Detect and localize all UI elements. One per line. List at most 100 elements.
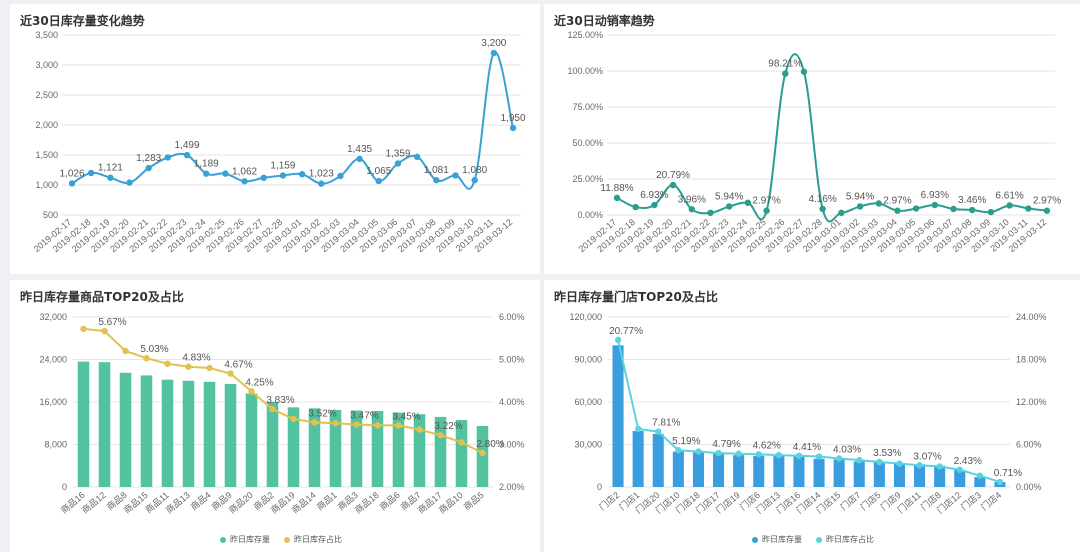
top-stores-legend: 昨日库存量 昨日库存占比 <box>752 534 874 545</box>
data-point <box>164 154 172 161</box>
ratio-line <box>83 327 483 454</box>
x-tick-label: 门店3 <box>958 489 983 512</box>
data-label: 1,499 <box>175 140 200 151</box>
data-point <box>912 205 920 212</box>
y-tick-label: 25.00% <box>572 174 603 184</box>
data-label: 3.07% <box>913 451 941 462</box>
data-label: 5.03% <box>140 344 168 355</box>
legend-item-bars[interactable]: 昨日库存量 <box>220 534 270 545</box>
data-point <box>1006 202 1013 209</box>
data-label: 2.97% <box>883 196 911 207</box>
bar <box>455 420 468 487</box>
legend-swatch <box>284 536 290 543</box>
ratio-point <box>143 355 150 362</box>
ratio-point <box>956 466 963 473</box>
data-label: 2.80% <box>476 439 504 450</box>
bar <box>350 410 363 487</box>
sell-rate-title: 近30日动销率趋势 <box>554 14 655 28</box>
data-point <box>969 206 976 214</box>
y-tick-label: 75.00% <box>572 102 603 112</box>
top-stores-chart: 0 30,000 60,000 90,000 120,000 0.00% 6.00% 12.0… <box>569 312 1046 516</box>
x-tick-label: 门店5 <box>858 489 883 512</box>
legend-item-bars[interactable]: 昨日库存量 <box>752 534 802 545</box>
data-point <box>126 179 133 186</box>
bar <box>371 411 384 487</box>
data-label: 4.03% <box>833 444 861 455</box>
y-tick-label: 3,000 <box>35 60 58 70</box>
y-tick-label: 50.00% <box>572 138 603 148</box>
sell-rate-chart: 0.00%25.00%50.00%75.00%100.00%125.00%201… <box>567 30 1061 254</box>
ratio-point <box>795 452 803 459</box>
y-tick-label: 0.00% <box>577 210 603 220</box>
bar <box>853 461 865 487</box>
bar <box>934 465 946 487</box>
data-label: 4.41% <box>793 442 821 453</box>
data-label: 1,080 <box>462 165 487 176</box>
y-left-tick-label: 32,000 <box>39 312 67 322</box>
y-tick-label: 2,000 <box>35 120 58 130</box>
bar <box>224 383 237 487</box>
ratio-point <box>227 370 234 377</box>
ratio-point <box>395 422 402 429</box>
data-label: 1,081 <box>424 165 449 176</box>
data-point <box>950 205 957 213</box>
bar <box>893 463 905 487</box>
legend-item-line[interactable]: 昨日库存占比 <box>816 534 874 545</box>
y-tick-label: 500 <box>43 210 58 220</box>
data-point <box>490 49 498 57</box>
bar <box>77 361 90 487</box>
y-tick-label: 1,500 <box>35 150 58 160</box>
ratio-point <box>876 458 883 466</box>
data-point <box>651 201 658 209</box>
bar <box>203 381 216 487</box>
y-left-tick-label: 16,000 <box>39 397 67 407</box>
ratio-point <box>479 449 486 457</box>
data-point <box>1043 207 1051 214</box>
data-point <box>669 181 677 189</box>
bar <box>392 412 405 487</box>
ratio-point <box>996 478 1004 486</box>
y-tick-label: 1,000 <box>35 180 58 190</box>
data-point <box>987 208 995 216</box>
legend-swatch <box>752 536 758 543</box>
data-point <box>744 199 752 206</box>
x-tick-label: 商品20 <box>226 489 255 515</box>
data-point <box>452 172 459 179</box>
bar <box>287 407 300 487</box>
ratio-point <box>80 325 87 333</box>
ratio-point <box>332 420 339 427</box>
data-point <box>203 170 210 177</box>
data-label: 1,359 <box>385 148 410 159</box>
data-label: 5.94% <box>715 191 743 202</box>
ratio-point <box>290 415 297 423</box>
x-tick-label: 门店2 <box>597 489 622 512</box>
ratio-point <box>634 425 642 433</box>
y-tick-label: 100.00% <box>567 66 603 76</box>
data-label: 4.67% <box>224 360 252 371</box>
x-tick-label: 商品5 <box>461 489 486 512</box>
y-left-tick-label: 0 <box>62 482 67 492</box>
bar <box>476 425 489 487</box>
legend-label: 昨日库存占比 <box>294 535 342 544</box>
data-point <box>298 171 306 178</box>
ratio-point <box>185 363 192 370</box>
data-label: 20.79% <box>656 170 690 181</box>
legend-item-line[interactable]: 昨日库存占比 <box>284 534 342 545</box>
y-right-tick-label: 5.00% <box>499 355 525 365</box>
y-right-tick-label: 6.00% <box>499 312 525 322</box>
y-left-tick-label: 30,000 <box>574 440 602 450</box>
data-label: 1,159 <box>270 160 295 171</box>
data-point <box>763 207 770 214</box>
top-goods-title: 昨日库存量商品TOP20及占比 <box>20 290 184 304</box>
data-point <box>318 180 325 187</box>
inventory-trend-panel: 近30日库存量变化趋势 500 1,000 1,500 2,000 2,500 3,000… <box>10 4 540 274</box>
data-point <box>509 124 517 132</box>
bar <box>308 408 321 487</box>
ratio-point <box>695 448 702 455</box>
data-label: 20.77% <box>609 326 643 337</box>
bar <box>119 372 132 487</box>
bar <box>793 456 805 487</box>
data-label: 1,283 <box>136 153 161 164</box>
data-point <box>87 169 95 177</box>
ratio-point <box>856 456 863 464</box>
